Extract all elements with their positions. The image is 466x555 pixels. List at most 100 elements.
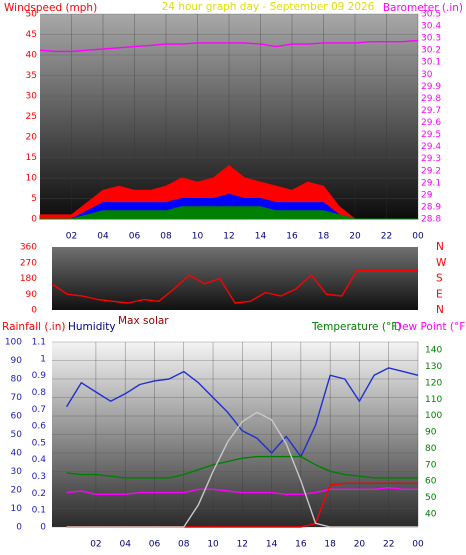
x-tick-label: 08 bbox=[178, 540, 190, 550]
y3-tick-label: 0.1 bbox=[32, 506, 46, 516]
series-line bbox=[66, 411, 418, 528]
y2-tick-label: 29.6 bbox=[421, 118, 441, 128]
y2-tick-label: 29 bbox=[421, 190, 433, 200]
x-tick-label: 00 bbox=[412, 540, 424, 550]
x-tick-label: 12 bbox=[237, 540, 248, 550]
x-tick-label: 14 bbox=[266, 540, 278, 550]
y-tick-label: 40 bbox=[26, 51, 38, 61]
y-tick-label: 20 bbox=[11, 486, 23, 496]
y2-tick-label: 29.2 bbox=[421, 166, 441, 176]
y3-tick-label: 0.6 bbox=[32, 422, 47, 432]
y-tick-label: 10 bbox=[11, 504, 23, 514]
y3-tick-label: 1.1 bbox=[32, 338, 46, 348]
y3-tick-label: 0.7 bbox=[32, 405, 46, 415]
y-tick-label: 90 bbox=[11, 356, 23, 366]
y2-tick-label: 29.7 bbox=[421, 106, 441, 116]
y2-tick-label: 29.5 bbox=[421, 130, 441, 140]
x-tick-label: 04 bbox=[97, 232, 109, 242]
y2-tick-label: 29.8 bbox=[421, 94, 441, 104]
series-line bbox=[39, 39, 419, 53]
y-label: Windspeed (mph) bbox=[4, 2, 97, 14]
y-tick-label: 50 bbox=[26, 10, 38, 20]
series-label: Dew Point (°F) bbox=[394, 321, 466, 333]
y-tick-label: 15 bbox=[26, 153, 37, 163]
y-tick-label: 40 bbox=[11, 449, 23, 459]
y-tick-label: 360 bbox=[20, 243, 37, 253]
series-line bbox=[66, 455, 418, 479]
y2-tick-label: 30.2 bbox=[421, 46, 441, 56]
y3-tick-label: 0.4 bbox=[32, 455, 47, 465]
y3-tick-label: 1 bbox=[40, 354, 46, 364]
y2-tick-label: 70 bbox=[425, 460, 437, 470]
x-tick-label: 18 bbox=[324, 540, 336, 550]
y2-tick-label: N bbox=[436, 241, 444, 253]
x-tick-label: 02 bbox=[90, 540, 101, 550]
y3-tick-label: 0.3 bbox=[32, 472, 46, 482]
y2-tick-label: 90 bbox=[425, 428, 437, 438]
x-tick-label: 20 bbox=[349, 232, 361, 242]
x-tick-label: 20 bbox=[354, 540, 366, 550]
y2-tick-label: W bbox=[436, 257, 447, 269]
y2-tick-label: 50 bbox=[425, 493, 437, 503]
y2-label: Barometer (.in) bbox=[383, 2, 463, 14]
y-tick-label: 60 bbox=[11, 412, 23, 422]
x-tick-label: 06 bbox=[129, 232, 141, 242]
y3-tick-label: 0.9 bbox=[32, 371, 47, 381]
y-tick-label: 25 bbox=[26, 112, 37, 122]
y2-tick-label: E bbox=[436, 288, 443, 300]
x-tick-label: 04 bbox=[119, 540, 131, 550]
y2-tick-label: S bbox=[436, 273, 443, 285]
x-tick-label: 16 bbox=[286, 232, 298, 242]
y2-tick-label: 29.9 bbox=[421, 82, 441, 92]
y2-tick-label: 80 bbox=[425, 444, 437, 454]
y-tick-label: 5 bbox=[31, 194, 37, 204]
y-tick-label: 80 bbox=[11, 375, 23, 385]
y2-tick-label: 29.1 bbox=[421, 178, 441, 188]
y-tick-label: 70 bbox=[11, 393, 23, 403]
y-tick-label: 35 bbox=[26, 71, 37, 81]
series-label: Humidity bbox=[68, 321, 116, 333]
title: 24 hour graph day - September 09 2026 bbox=[162, 1, 375, 13]
y2-tick-label: 30.4 bbox=[421, 22, 441, 32]
x-tick-label: 18 bbox=[318, 232, 330, 242]
x-tick-label: 10 bbox=[192, 232, 204, 242]
x-tick-label: 22 bbox=[381, 232, 392, 242]
y2-tick-label: 30.1 bbox=[421, 58, 441, 68]
y-tick-label: 90 bbox=[26, 290, 38, 300]
y-tick-label: 30 bbox=[11, 467, 23, 477]
y2-tick-label: 28.9 bbox=[421, 202, 441, 212]
y2-tick-label: 120 bbox=[425, 378, 442, 388]
y2-tick-label: 28.8 bbox=[421, 215, 441, 225]
y3-tick-label: 0.8 bbox=[32, 388, 47, 398]
x-tick-label: 14 bbox=[255, 232, 267, 242]
y-tick-label: 30 bbox=[26, 92, 38, 102]
series-area bbox=[39, 206, 419, 220]
series-label: Rainfall (.in) bbox=[2, 321, 65, 333]
y2-tick-label: 40 bbox=[425, 509, 437, 519]
y2-tick-label: 140 bbox=[425, 346, 442, 356]
series-label: Max solar bbox=[118, 315, 169, 327]
y2-tick-label: 130 bbox=[425, 362, 442, 372]
y2-tick-label: 29.4 bbox=[421, 142, 441, 152]
x-tick-label: 10 bbox=[207, 540, 219, 550]
y-tick-label: 10 bbox=[26, 174, 38, 184]
y-tick-label: 45 bbox=[26, 30, 37, 40]
y2-tick-label: 60 bbox=[425, 477, 437, 487]
y-tick-label: 270 bbox=[20, 258, 37, 268]
series-line bbox=[66, 487, 418, 495]
y2-tick-label: 29.3 bbox=[421, 154, 441, 164]
y2-tick-label: N bbox=[436, 304, 444, 316]
y-tick-label: 100 bbox=[5, 338, 22, 348]
plot-background bbox=[52, 247, 418, 310]
y-tick-label: 20 bbox=[26, 133, 38, 143]
y2-tick-label: 30.5 bbox=[421, 10, 441, 20]
series-line bbox=[51, 269, 418, 304]
y-tick-label: 50 bbox=[11, 430, 23, 440]
x-tick-label: 22 bbox=[383, 540, 394, 550]
series-label: Temperature (°F) bbox=[311, 321, 401, 333]
y3-tick-label: 0.2 bbox=[32, 489, 46, 499]
x-tick-label: 12 bbox=[223, 232, 234, 242]
y2-tick-label: 100 bbox=[425, 411, 442, 421]
y2-tick-label: 30 bbox=[421, 70, 433, 80]
